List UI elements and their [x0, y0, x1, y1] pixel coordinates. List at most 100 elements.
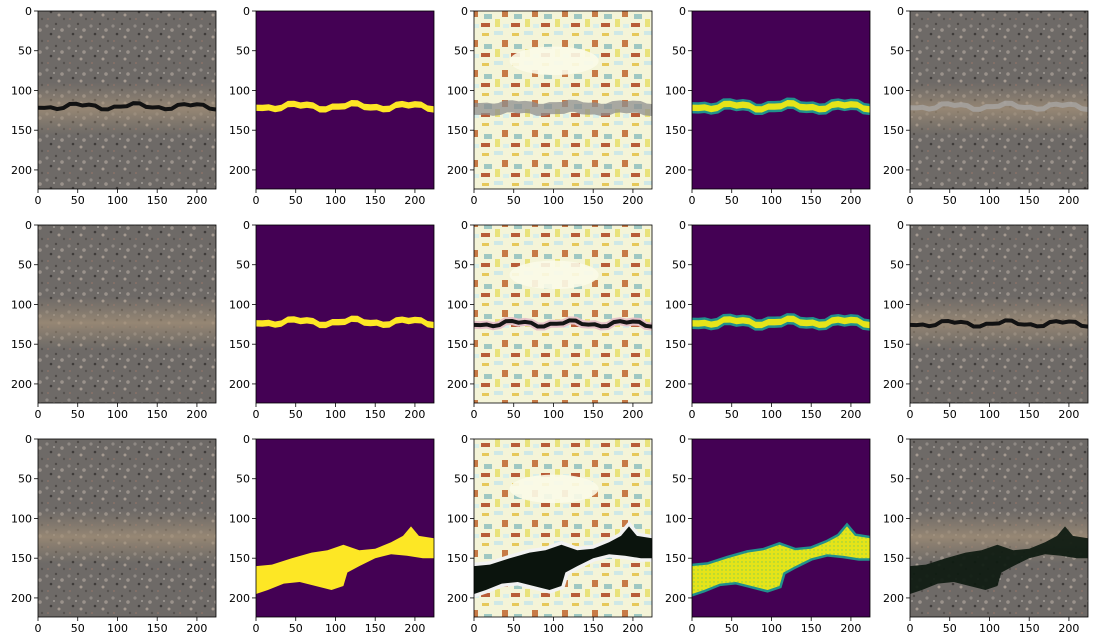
x-tick-label: 50: [725, 622, 739, 635]
x-tick-label: 50: [943, 408, 957, 421]
x-tick-label: 100: [543, 408, 564, 421]
y-tick-label: 150: [665, 552, 686, 565]
x-tick-label: 100: [325, 408, 346, 421]
y-tick-label: 0: [243, 5, 250, 18]
x-tick-label: 150: [365, 194, 386, 207]
sand-band: [38, 82, 216, 136]
y-tick-label: 50: [236, 473, 250, 486]
sand-band: [38, 510, 216, 564]
panel-image: [256, 225, 434, 403]
x-tick-label: 0: [35, 622, 42, 635]
y-tick-label: 50: [672, 45, 686, 58]
y-tick-label: 50: [18, 259, 32, 272]
y-tick-label: 200: [229, 592, 250, 605]
x-tick-label: 150: [147, 622, 168, 635]
y-tick-label: 0: [679, 433, 686, 446]
x-tick-label: 200: [1058, 408, 1079, 421]
y-tick-label: 150: [447, 338, 468, 351]
x-tick-label: 200: [622, 408, 643, 421]
y-tick-label: 0: [25, 433, 32, 446]
panel-1-1: 0 50 100 150 200 0 50 100 150 200: [229, 219, 435, 421]
x-tick-label: 50: [71, 622, 85, 635]
panel-2-4: 0 50 100 150 200 0 50 100 150 200: [883, 433, 1089, 635]
feature-blob: [509, 260, 599, 290]
panel-image: [910, 439, 1088, 617]
x-tick-label: 50: [507, 194, 521, 207]
x-tick-label: 150: [147, 408, 168, 421]
mask-background: [256, 11, 434, 189]
x-tick-label: 200: [1058, 194, 1079, 207]
panel-1-2: 0 50 100 150 200 0 50 100 150 200: [447, 219, 653, 421]
y-tick-label: 50: [890, 45, 904, 58]
panel-image: [692, 225, 870, 403]
y-tick-label: 0: [897, 5, 904, 18]
y-tick-label: 150: [11, 124, 32, 137]
x-tick-label: 150: [1019, 194, 1040, 207]
axes-frame: [909, 438, 1089, 618]
y-tick-label: 200: [883, 164, 904, 177]
sand-band: [910, 82, 1088, 136]
y-tick-label: 100: [11, 512, 32, 525]
x-tick-label: 50: [507, 622, 521, 635]
x-tick-label: 200: [622, 194, 643, 207]
mask-edge: [692, 97, 870, 116]
y-tick-label: 100: [11, 298, 32, 311]
mask-region: [256, 526, 434, 594]
x-tick-label: 0: [907, 194, 914, 207]
panel-0-4: 0 50 100 150 200 0 50 100 150 200: [883, 5, 1089, 207]
y-tick-label: 0: [25, 219, 32, 232]
x-tick-label: 0: [689, 408, 696, 421]
x-tick-label: 0: [471, 194, 478, 207]
x-tick-label: 50: [289, 194, 303, 207]
y-tick-label: 50: [454, 259, 468, 272]
panel-0-0: 0 50 100 150 200 0 50 100 150 200: [11, 5, 217, 207]
y-tick-label: 50: [672, 473, 686, 486]
y-tick-label: 0: [461, 433, 468, 446]
y-tick-label: 100: [229, 84, 250, 97]
panel-image: [256, 11, 434, 189]
axes-frame: [37, 438, 217, 618]
y-tick-label: 200: [883, 378, 904, 391]
panel-image: [38, 225, 216, 403]
x-tick-label: 0: [471, 408, 478, 421]
x-tick-label: 0: [689, 622, 696, 635]
axes-frame: [473, 10, 653, 190]
panel-image: [474, 11, 652, 189]
panel-1-0: 0 50 100 150 200 0 50 100 150 200: [11, 219, 217, 421]
y-tick-label: 200: [229, 378, 250, 391]
axes-frame: [37, 10, 217, 190]
x-tick-label: 100: [979, 622, 1000, 635]
y-tick-label: 200: [447, 164, 468, 177]
x-tick-label: 100: [107, 622, 128, 635]
x-tick-label: 200: [840, 408, 861, 421]
axes-frame: [255, 10, 435, 190]
axes-frame: [691, 438, 871, 618]
panel-image: [38, 11, 216, 189]
axes-frame: [473, 224, 653, 404]
axes-frame: [691, 224, 871, 404]
mask-edge: [692, 313, 870, 331]
y-tick-label: 0: [243, 433, 250, 446]
x-tick-label: 0: [253, 408, 260, 421]
y-tick-label: 150: [883, 552, 904, 565]
y-tick-label: 200: [447, 592, 468, 605]
y-tick-label: 200: [665, 378, 686, 391]
x-tick-label: 150: [801, 408, 822, 421]
x-tick-label: 100: [543, 622, 564, 635]
panel-image: [910, 11, 1088, 189]
x-tick-label: 0: [689, 194, 696, 207]
feature-blob: [509, 46, 599, 76]
panel-image: [910, 225, 1088, 403]
crack-region: [474, 526, 652, 594]
x-tick-label: 200: [186, 622, 207, 635]
feature-blob: [509, 474, 599, 504]
x-tick-label: 50: [943, 622, 957, 635]
y-tick-label: 50: [18, 45, 32, 58]
mask-speckle: [692, 526, 870, 594]
x-tick-label: 200: [404, 194, 425, 207]
crack-line: [910, 318, 1088, 329]
panel-2-0: 0 50 100 150 200 0 50 100 150 200: [11, 433, 217, 635]
mask-background: [256, 225, 434, 403]
y-tick-label: 0: [461, 219, 468, 232]
